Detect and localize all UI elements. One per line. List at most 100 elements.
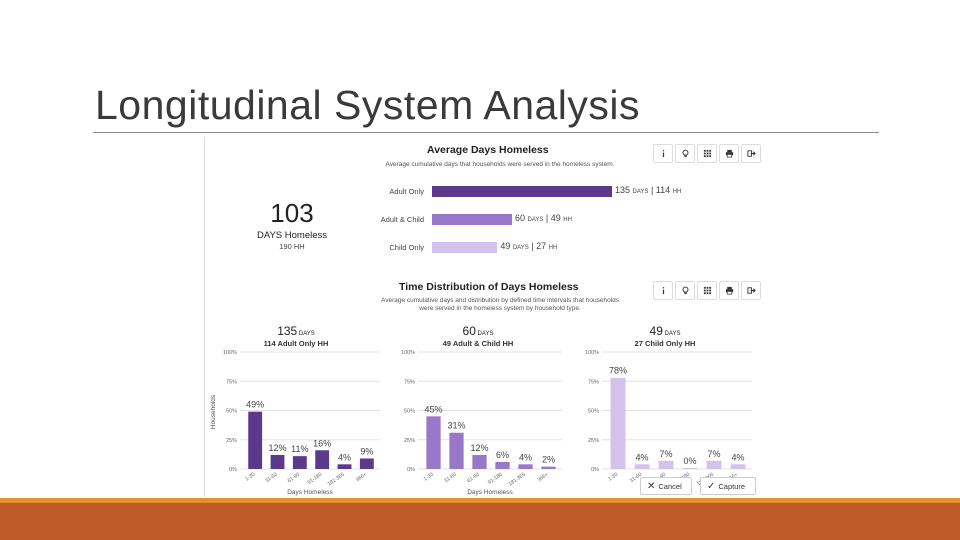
cancel-button[interactable]: ✕ Cancel (640, 477, 692, 495)
column-bar (248, 411, 263, 469)
bar-data-label: 4% (731, 452, 744, 462)
y-tick-label: 100% (223, 350, 237, 356)
column-bar (337, 464, 352, 469)
column-bar (472, 454, 487, 469)
x-tick-label: 1-30 (607, 472, 619, 483)
capture-button[interactable]: ✓ Capture (700, 477, 756, 495)
average-row-label: Adult Only (389, 187, 424, 196)
close-icon: ✕ (647, 480, 656, 492)
y-tick-label: 75% (404, 379, 415, 385)
y-tick-label: 25% (226, 438, 237, 444)
average-section-title: Average Days Homeless (427, 144, 549, 156)
chart-header-value: 135 DAYS (277, 324, 315, 338)
y-tick-label: 100% (401, 350, 415, 356)
bar-data-label: 12% (268, 443, 286, 453)
print-icon[interactable] (719, 281, 739, 300)
column-bar (270, 454, 285, 469)
column-bar (426, 416, 441, 469)
y-tick-label: 75% (588, 379, 599, 385)
x-tick-label: 1-30 (423, 472, 435, 483)
x-tick-label: 366+ (355, 472, 368, 484)
total-days-label: DAYS Homeless (256, 230, 328, 241)
x-tick-label: 61-90 (466, 472, 480, 485)
cancel-button-label: Cancel (658, 481, 682, 491)
average-bar-value: 49 DAYS | 27 HH (500, 241, 558, 251)
average-bar[interactable] (432, 186, 612, 197)
bar-data-label: 78% (609, 366, 627, 376)
export-icon[interactable] (741, 144, 761, 163)
title-divider (93, 132, 879, 133)
average-bar-value: 135 DAYS | 114 HH (615, 185, 682, 195)
column-bar (315, 450, 330, 469)
y-tick-label: 25% (588, 438, 599, 444)
x-tick-label: 91-180 (487, 472, 504, 486)
bar-data-label: 4% (338, 452, 351, 462)
bar-data-label: 7% (707, 449, 720, 459)
distribution-section-title: Time Distribution of Days Homeless (399, 281, 579, 293)
lightbulb-icon[interactable] (675, 144, 695, 163)
y-tick-label: 25% (404, 438, 415, 444)
footer-accent-line (0, 498, 960, 503)
column-bar (495, 461, 510, 469)
capture-button-label: Capture (718, 481, 746, 491)
x-tick-label: 61-90 (287, 472, 301, 485)
bar-data-label: 7% (659, 449, 672, 459)
average-section-subtitle: Average cumulative days that households … (385, 161, 615, 168)
average-row-label: Adult & Child (380, 215, 424, 224)
distribution-toolbar (653, 281, 761, 300)
chart-header-value: 60 DAYS (463, 324, 494, 338)
bar-data-label: 0% (683, 456, 696, 466)
export-icon[interactable] (741, 281, 761, 300)
bar-data-label: 45% (424, 404, 442, 414)
average-bar[interactable] (432, 242, 498, 253)
column-bar (634, 464, 650, 469)
x-tick-label: 1-30 (244, 472, 256, 483)
info-icon[interactable] (653, 281, 673, 300)
y-axis-label: Households (210, 394, 217, 429)
column-bar (292, 456, 307, 469)
y-tick-label: 0% (407, 467, 415, 473)
chart-header-subtitle: 114 Adult Only HH (264, 339, 329, 348)
x-axis-label: Days Homeless (467, 489, 513, 496)
bar-data-label: 4% (519, 452, 532, 462)
bar-data-label: 2% (542, 455, 555, 465)
distribution-subtitle-line-1: Average cumulative days and distribution… (381, 297, 619, 304)
column-bar (359, 458, 374, 469)
x-tick-label: 91-180 (307, 472, 324, 486)
y-tick-label: 0% (229, 467, 237, 473)
bar-data-label: 12% (470, 443, 488, 453)
x-axis-label: Days Homeless (287, 489, 333, 496)
bar-data-label: 4% (635, 452, 648, 462)
chart-header-value: 49 DAYS (650, 324, 681, 338)
average-row-label: Child Only (389, 243, 424, 252)
y-tick-label: 75% (226, 379, 237, 385)
info-icon[interactable] (653, 144, 673, 163)
average-toolbar (653, 144, 761, 163)
bar-data-label: 9% (360, 446, 373, 456)
chart-header-subtitle: 49 Adult & Child HH (443, 339, 514, 348)
print-icon[interactable] (719, 144, 739, 163)
distribution-section-subtitle: Average cumulative days and distribution… (340, 297, 660, 313)
slide-title: Longitudinal System Analysis (95, 82, 641, 128)
x-tick-label: 181-365 (508, 472, 527, 488)
total-households: 190 HH (279, 242, 305, 251)
y-tick-label: 50% (588, 409, 599, 415)
x-tick-label: 31-60 (443, 472, 457, 485)
column-bar (449, 432, 464, 469)
column-bar (610, 377, 626, 469)
grid-icon[interactable] (697, 144, 717, 163)
average-bar[interactable] (432, 214, 512, 225)
column-bar (682, 468, 698, 469)
bar-data-label: 16% (313, 438, 331, 448)
bar-data-label: 11% (291, 444, 308, 454)
grid-icon[interactable] (697, 281, 717, 300)
bar-data-label: 6% (496, 450, 509, 460)
footer-band (0, 503, 960, 540)
y-tick-label: 0% (591, 467, 599, 473)
distribution-subtitle-line-2: were served in the homeless system by ho… (419, 305, 581, 312)
x-tick-label: 31-60 (264, 472, 278, 485)
total-days-value: 103 (270, 198, 314, 228)
column-bar (658, 460, 674, 469)
lightbulb-icon[interactable] (675, 281, 695, 300)
